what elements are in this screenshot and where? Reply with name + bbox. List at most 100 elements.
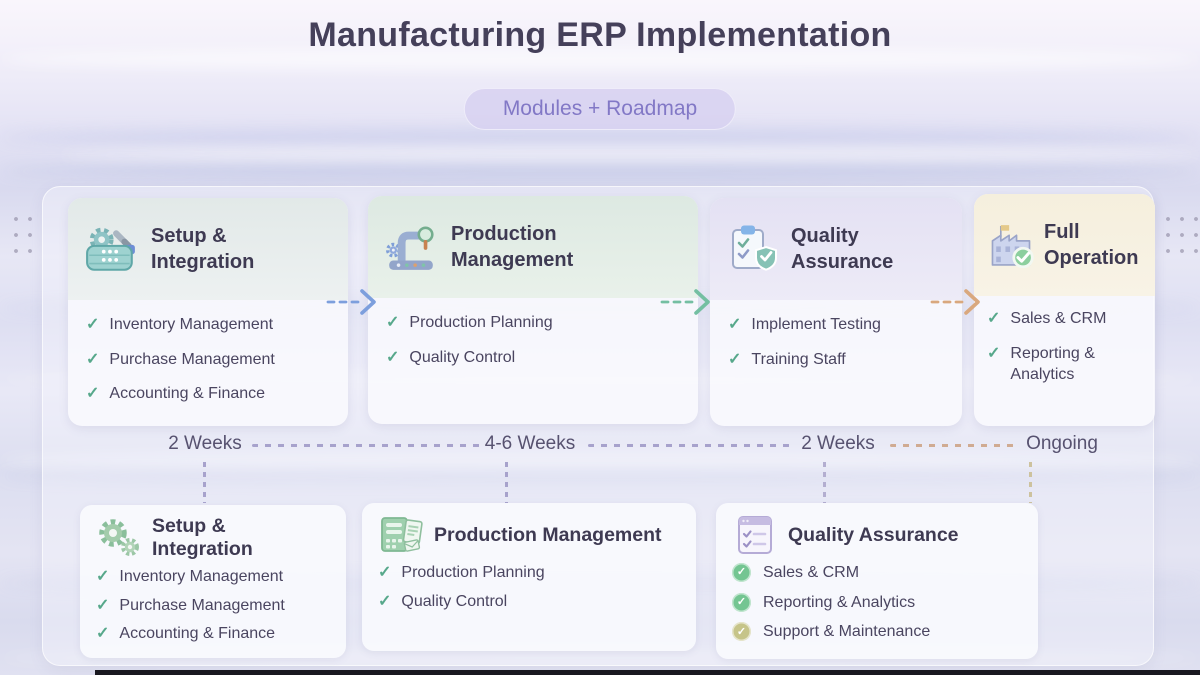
flow-arrow-icon [660, 289, 710, 315]
timeline-duration: 4-6 Weeks [484, 433, 576, 454]
checklist-item: ✓ Sales & CRM [732, 562, 1022, 584]
checklist-item: ✓ Reporting & Analytics [987, 343, 1142, 386]
item-text: Sales & CRM [763, 564, 860, 581]
flow-arrow-icon [326, 289, 376, 315]
checklist-item: ✓ Training Staff [728, 349, 944, 371]
check-icon: ✓ [96, 625, 110, 643]
check-icon: ✓ [378, 592, 392, 610]
checklist-item: ✓ Quality Control [378, 591, 680, 613]
item-text: Quality Control [401, 592, 508, 610]
check-icon: ✓ [86, 316, 100, 333]
factory-icon [986, 222, 1036, 269]
item-text: Inventory Management [119, 568, 284, 585]
vertical-dashed-connector [203, 462, 206, 503]
card-title: Quality Assurance [791, 224, 894, 273]
card-header: Production Management [378, 513, 680, 557]
checklist-item: ✓ Accounting & Finance [86, 383, 330, 405]
checklist-item: ✓ Inventory Management [86, 314, 330, 336]
checklist-item: ✓ Production Planning [386, 312, 680, 334]
card-title: Full Operation [1044, 220, 1139, 269]
timeline-duration: 2 Weeks [801, 433, 875, 454]
card-title: Setup & Integration [151, 224, 255, 273]
timeline-dotted-connector [588, 444, 790, 447]
card-body: ✓ Sales & CRM ✓ Reporting & Analytics [974, 296, 1155, 407]
check-icon: ✓ [728, 350, 742, 368]
item-text: Sales & CRM [1010, 310, 1107, 327]
circle-check-icon: ✓ [732, 563, 751, 583]
card-title: Production Management [451, 222, 574, 271]
toolbox-icon [84, 224, 138, 274]
clipboard-shield-icon [726, 223, 778, 275]
stage-card-quality-assurance: Quality Assurance ✓ Implement Testing ✓ … [710, 198, 962, 426]
item-text: Reporting & Analytics [1010, 344, 1095, 384]
check-icon: ✓ [987, 344, 1001, 362]
card-body: ✓ Production Planning ✓ Quality Control [368, 298, 698, 389]
check-glyph: ✓ [736, 625, 747, 638]
item-text: Accounting & Finance [119, 625, 276, 643]
bottom-edge-bar [95, 670, 1200, 675]
item-text: Reporting & Analytics [763, 593, 916, 611]
module-card-production-management: Production Management ✓ Production Plann… [362, 503, 696, 651]
item-text: Purchase Management [109, 350, 275, 368]
timeline-duration: Ongoing [1026, 433, 1098, 454]
check-icon: ✓ [987, 310, 1001, 327]
check-icon: ✓ [86, 350, 100, 368]
timeline-dotted-connector [890, 444, 1014, 447]
vertical-dashed-connector [505, 462, 508, 503]
check-icon: ✓ [86, 385, 100, 403]
check-icon: ✓ [96, 568, 110, 585]
item-text: Support & Maintenance [763, 623, 931, 641]
item-text: Production Planning [401, 564, 545, 581]
item-text: Inventory Management [109, 316, 274, 333]
module-card-setup-integration: Setup & Integration ✓ Inventory Manageme… [80, 505, 346, 658]
card-header: Quality Assurance [710, 198, 962, 300]
dot-grid-decoration-right [1161, 211, 1200, 258]
checklist-item: ✓ Purchase Management [86, 349, 330, 371]
gears-icon [96, 516, 142, 560]
card-header: Setup & Integration [68, 198, 348, 300]
item-text: Purchase Management [119, 596, 285, 614]
circle-check-icon: ✓ [732, 622, 751, 642]
checklist-item: ✓ Accounting & Finance [96, 623, 330, 645]
item-text: Quality Control [409, 348, 516, 366]
check-icon: ✓ [378, 564, 392, 581]
circle-check-icon: ✓ [732, 592, 751, 612]
card-header: Full Operation [974, 194, 1155, 296]
card-title: Setup & Integration [152, 515, 253, 560]
check-glyph: ✓ [736, 595, 747, 608]
subtitle-badge: Modules + Roadmap [463, 88, 737, 130]
background-streak [0, 128, 1200, 146]
stage-card-setup-integration: Setup & Integration ✓ Inventory Manageme… [68, 198, 348, 426]
checklist-item: ✓ Sales & CRM [987, 308, 1142, 330]
check-icon: ✓ [386, 348, 400, 366]
check-icon: ✓ [96, 596, 110, 614]
checklist-item: ✓ Production Planning [378, 562, 680, 584]
checklist-item: ✓ Purchase Management [96, 595, 330, 617]
card-body: ✓ Implement Testing ✓ Training Staff [710, 300, 962, 391]
item-text: Training Staff [751, 350, 846, 368]
module-card-quality-assurance: Quality Assurance ✓ Sales & CRM ✓ Report… [716, 503, 1038, 659]
background-streak [60, 148, 1200, 162]
calculator-document-icon [378, 513, 424, 557]
background-streak [0, 163, 1200, 179]
checklist-item: ✓ Quality Control [386, 347, 680, 369]
checklist-item: ✓ Reporting & Analytics [732, 592, 1022, 614]
page-title: Manufacturing ERP Implementation [308, 16, 892, 54]
checklist-icon [732, 513, 778, 557]
checklist-item: ✓ Support & Maintenance [732, 621, 1022, 643]
card-header: Quality Assurance [732, 513, 1022, 557]
item-text: Production Planning [409, 314, 553, 331]
stage-card-production-management: Production Management ✓ Production Plann… [368, 196, 698, 424]
card-body: ✓ Inventory Management ✓ Purchase Manage… [68, 300, 348, 426]
checklist-item: ✓ Implement Testing [728, 314, 944, 336]
timeline-duration: 2 Weeks [168, 433, 242, 454]
flow-arrow-icon [930, 289, 980, 315]
card-header: Production Management [368, 196, 698, 298]
stage-card-full-operation: Full Operation ✓ Sales & CRM ✓ Reporting… [974, 194, 1155, 426]
card-header: Setup & Integration [96, 515, 330, 561]
item-text: Accounting & Finance [109, 385, 266, 403]
check-glyph: ✓ [736, 566, 747, 579]
dot-grid-decoration-left [9, 211, 35, 258]
card-title: Production Management [434, 523, 662, 546]
